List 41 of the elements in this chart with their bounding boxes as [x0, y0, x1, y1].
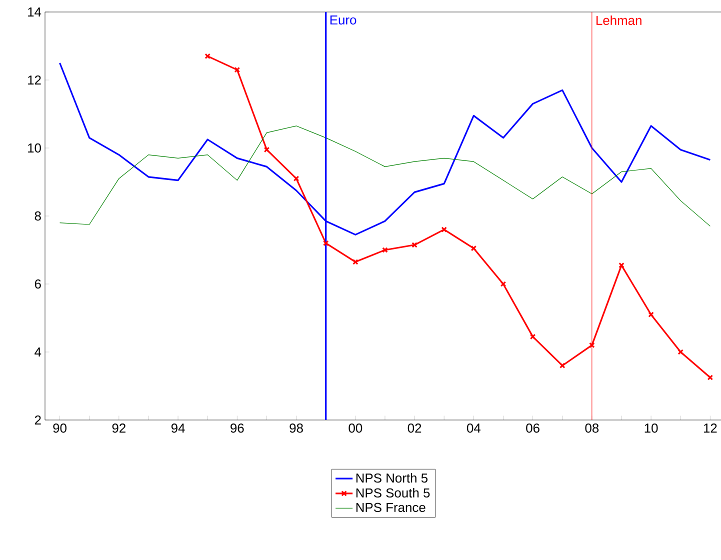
point: [500, 281, 506, 287]
point: [678, 349, 684, 355]
point: [648, 312, 654, 318]
x-tick-label: 00: [348, 424, 362, 433]
point: [264, 146, 270, 153]
x-tick-label: 12: [704, 424, 717, 433]
legend-label: NPS South 5: [356, 488, 430, 498]
point: [382, 247, 388, 253]
legend-label: NPS France: [356, 502, 426, 512]
point: [293, 176, 300, 182]
x-tick-label: 04: [466, 424, 480, 433]
x-tick-label: 90: [53, 424, 66, 433]
point: [412, 242, 418, 248]
y-tick-label: 14: [28, 8, 42, 16]
x-tick-label: 10: [644, 424, 658, 433]
x-tick-label: 02: [408, 424, 422, 433]
point: [441, 226, 448, 233]
y-tick-label: 6: [34, 279, 41, 289]
y-tick-label: 10: [28, 143, 41, 153]
ref-line-label: Euro: [330, 16, 356, 25]
x-tick-label: 96: [230, 424, 244, 433]
point: [470, 245, 477, 252]
x-tick-label: 98: [290, 424, 303, 433]
y-tick-label: 8: [34, 211, 41, 221]
ref-line-label: Lehman: [596, 16, 642, 26]
point: [559, 362, 566, 369]
x-tick-label: 92: [112, 424, 126, 433]
point: [530, 334, 536, 340]
point: [352, 258, 358, 265]
point: [322, 240, 329, 246]
point: [234, 66, 240, 73]
y-tick-label: 2: [34, 415, 41, 425]
y-tick-label: 12: [28, 75, 41, 85]
x-tick-label: 08: [585, 424, 599, 433]
point: [589, 342, 595, 348]
y-tick-label: 4: [34, 348, 42, 356]
point: [618, 262, 624, 268]
legend-label: NPS North 5: [356, 473, 428, 483]
x-tick-label: 06: [526, 424, 540, 433]
line-series: [59, 126, 710, 226]
x-tick-label: 94: [171, 424, 185, 433]
